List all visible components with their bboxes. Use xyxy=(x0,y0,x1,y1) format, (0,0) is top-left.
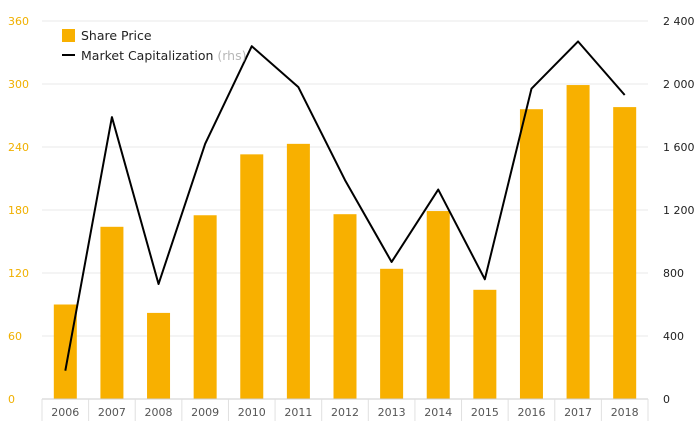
y-left-tick-label: 0 xyxy=(8,393,15,406)
share-price-bar xyxy=(147,312,171,399)
x-tick-label: 2015 xyxy=(471,406,499,419)
y-right-tick-label: 1 600 xyxy=(663,141,695,154)
y-right-tick-label: 0 xyxy=(663,393,670,406)
market-cap-line-group xyxy=(64,40,626,371)
y-left-tick-label: 180 xyxy=(8,204,29,217)
share-price-bar xyxy=(613,107,637,399)
y-left-tick-label: 60 xyxy=(8,330,22,343)
y-right-tick-label: 2 400 xyxy=(663,15,695,28)
y-left-tick-label: 300 xyxy=(8,78,29,91)
share-price-bars xyxy=(53,85,637,400)
x-tick-label: 2009 xyxy=(191,406,219,419)
legend-label-share-price: Share Price xyxy=(81,28,152,43)
market-cap-line xyxy=(64,40,626,371)
share-price-bar xyxy=(566,85,590,400)
x-tick-label: 2008 xyxy=(145,406,173,419)
legend-rhs-suffix: (rhs) xyxy=(217,48,246,63)
legend-label-market-cap: Market Capitalization (rhs) xyxy=(81,48,247,63)
x-tick-label: 2018 xyxy=(611,406,639,419)
x-tick-label: 2011 xyxy=(284,406,312,419)
share-price-bar xyxy=(193,215,217,399)
legend: Share Price Market Capitalization (rhs) xyxy=(62,28,247,63)
y-left-tick-label: 360 xyxy=(8,15,29,28)
share-price-bar xyxy=(240,154,264,399)
share-price-bar xyxy=(380,268,404,399)
y-right-tick-label: 1 200 xyxy=(663,204,695,217)
share-price-bar xyxy=(519,109,543,399)
x-tick-label: 2006 xyxy=(51,406,79,419)
y-left-tick-label: 240 xyxy=(8,141,29,154)
x-tick-label: 2007 xyxy=(98,406,126,419)
x-tick-label: 2013 xyxy=(378,406,406,419)
x-tick-label: 2014 xyxy=(424,406,452,419)
x-tick-label: 2017 xyxy=(564,406,592,419)
share-price-bar xyxy=(286,143,310,399)
x-tick-label: 2010 xyxy=(238,406,266,419)
axes: 0 60 120 180 240 300 360 0 400 800 1 200 1 600 2 000… xyxy=(8,15,695,421)
y-right-tick-label: 400 xyxy=(663,330,684,343)
share-price-bar xyxy=(426,211,450,399)
y-right-tick-label: 800 xyxy=(663,267,684,280)
legend-swatch-share-price xyxy=(62,29,75,42)
y-right-tick-label: 2 000 xyxy=(663,78,695,91)
y-left-tick-label: 120 xyxy=(8,267,29,280)
share-price-bar xyxy=(53,304,77,399)
share-price-bar xyxy=(473,289,497,399)
share-price-bar xyxy=(100,226,124,399)
x-tick-label: 2016 xyxy=(517,406,545,419)
x-tick-label: 2012 xyxy=(331,406,359,419)
share-price-bar xyxy=(333,214,357,399)
